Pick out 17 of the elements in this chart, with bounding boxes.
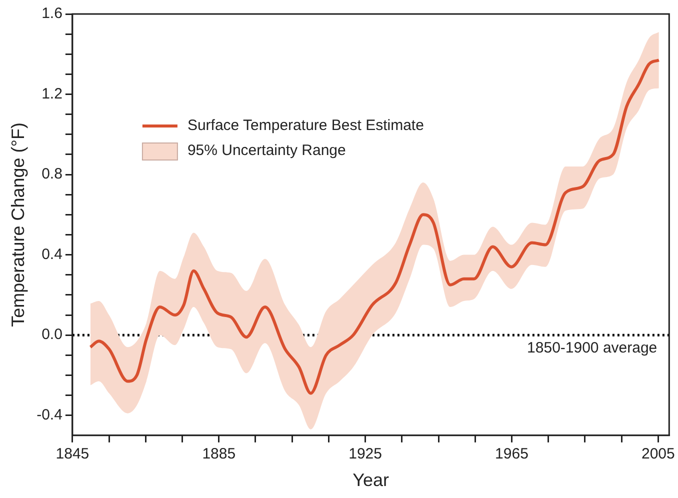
- y-tick-label: 1.6: [42, 5, 62, 22]
- x-tick-label: 1845: [56, 446, 90, 463]
- line-series: [88, 58, 660, 395]
- legend-label: 95% Uncertainty Range: [187, 142, 346, 160]
- legend-label: Surface Temperature Best Estimate: [187, 117, 424, 134]
- x-tick-label: 1965: [495, 446, 528, 463]
- x-axis-title: Year: [352, 470, 389, 490]
- x-tick-label: 1885: [202, 446, 236, 463]
- y-axis-title: Temperature Change (°F): [8, 122, 28, 327]
- ref-line-label: 1850-1900 average: [527, 340, 658, 357]
- y-tick-label: -0.4: [36, 406, 62, 424]
- y-tick-label: 1.2: [42, 85, 62, 102]
- y-tick-label: 0.4: [42, 246, 62, 263]
- x-tick-label: 2005: [641, 446, 675, 463]
- y-tick-label: 0.8: [42, 166, 62, 183]
- y-tick-label: 0.0: [42, 326, 62, 344]
- x-tick-label: 1925: [348, 446, 382, 463]
